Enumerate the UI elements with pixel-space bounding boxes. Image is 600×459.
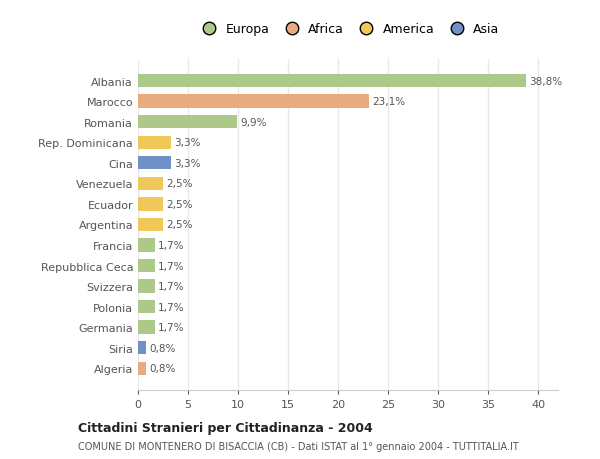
Text: 3,3%: 3,3% [174, 138, 200, 148]
Text: 9,9%: 9,9% [240, 118, 266, 127]
Text: 1,7%: 1,7% [158, 261, 185, 271]
Text: 0,8%: 0,8% [149, 343, 175, 353]
Text: 2,5%: 2,5% [166, 220, 193, 230]
Text: 0,8%: 0,8% [149, 364, 175, 374]
Bar [138, 321, 155, 334]
Text: 1,7%: 1,7% [158, 302, 185, 312]
Text: COMUNE DI MONTENERO DI BISACCIA (CB) - Dati ISTAT al 1° gennaio 2004 - TUTTITALI: COMUNE DI MONTENERO DI BISACCIA (CB) - D… [78, 441, 519, 451]
Bar [138, 259, 155, 273]
Bar [138, 95, 369, 108]
Bar [138, 218, 163, 232]
Bar [138, 341, 146, 355]
Bar [138, 280, 155, 293]
Text: 23,1%: 23,1% [372, 97, 405, 107]
Bar [138, 300, 155, 313]
Text: 2,5%: 2,5% [166, 199, 193, 209]
Text: 2,5%: 2,5% [166, 179, 193, 189]
Bar [138, 75, 526, 88]
Bar [138, 116, 237, 129]
Bar [138, 136, 171, 150]
Bar [138, 198, 163, 211]
Text: Cittadini Stranieri per Cittadinanza - 2004: Cittadini Stranieri per Cittadinanza - 2… [78, 421, 373, 434]
Text: 38,8%: 38,8% [529, 76, 562, 86]
Text: 3,3%: 3,3% [174, 158, 200, 168]
Text: 1,7%: 1,7% [158, 241, 185, 251]
Bar [138, 239, 155, 252]
Bar [138, 157, 171, 170]
Bar [138, 362, 146, 375]
Legend: Europa, Africa, America, Asia: Europa, Africa, America, Asia [197, 23, 499, 36]
Text: 1,7%: 1,7% [158, 323, 185, 332]
Bar [138, 177, 163, 190]
Text: 1,7%: 1,7% [158, 281, 185, 291]
